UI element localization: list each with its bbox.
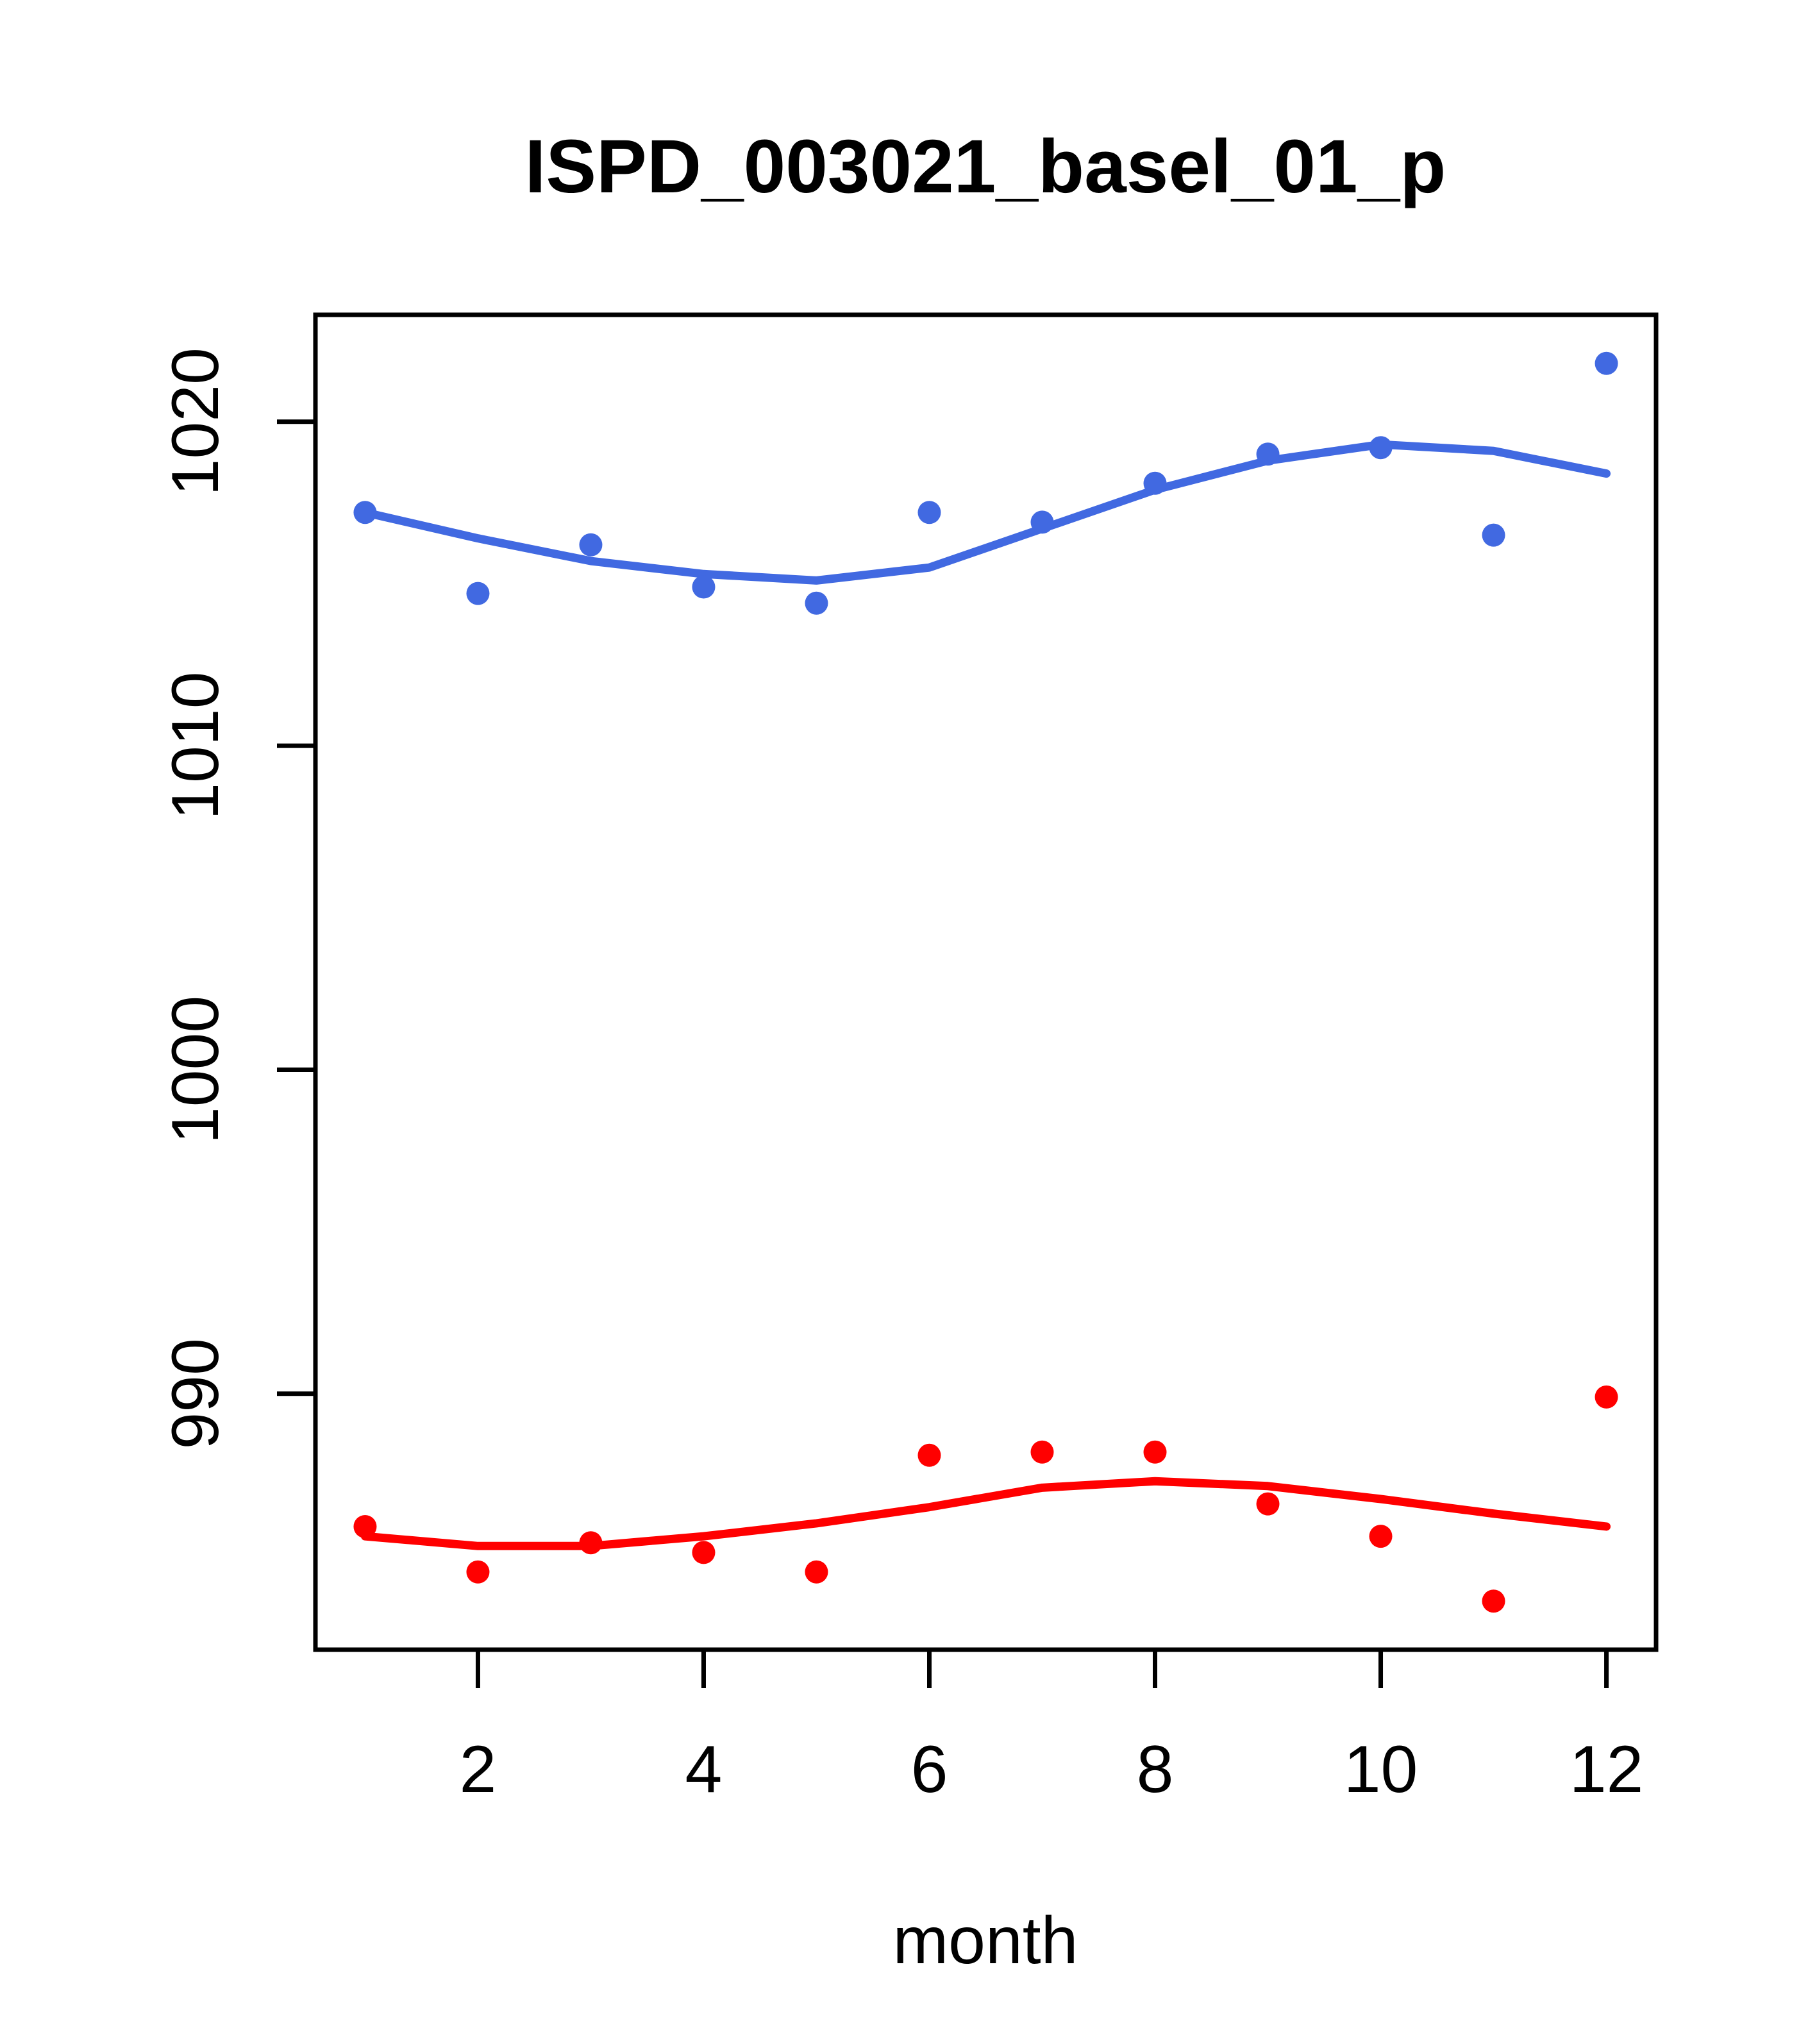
upper-pressure-points-dot [692,575,716,599]
upper-pressure-points-dot [466,582,490,605]
y-tick-label: 990 [158,1338,233,1450]
lower-pressure-points-dot [917,1443,941,1467]
x-tick-label: 4 [685,1732,723,1807]
lower-pressure-lowess-curve [360,1477,1611,1550]
lower-pressure-points-dot [1256,1492,1280,1516]
upper-pressure-points-dot [1143,471,1167,495]
upper-pressure-points-dot [1256,442,1280,466]
lower-pressure-points-dot [1030,1440,1054,1464]
upper-pressure-points-dot [353,501,377,524]
upper-pressure-lowess-curve [360,440,1611,585]
lower-pressure-points-dot [1595,1385,1618,1409]
upper-pressure-points-dot [917,501,941,524]
lower-pressure-points-dot [1369,1525,1393,1548]
x-tick-label: 8 [1137,1732,1174,1807]
lower-pressure-points-dot [1143,1440,1167,1464]
upper-pressure-points-dot [1030,510,1054,534]
x-axis-title: month [892,1904,1078,1978]
chart-title: ISPD_003021_basel_01_p [525,124,1446,209]
lower-pressure-points-dot [466,1560,490,1584]
x-axis-ticks: 2 4 6 8 10 12 [460,1650,1644,1807]
upper-pressure-points-dot [805,591,828,615]
y-axis-ticks: 990 1000 1010 1020 [158,348,315,1450]
lower-pressure-points-dot [692,1541,716,1564]
x-tick-label: 12 [1570,1732,1644,1807]
y-tick-label: 1000 [158,996,233,1144]
upper-pressure-points-dot [579,533,603,557]
x-tick-label: 6 [911,1732,948,1807]
lower-pressure-points-dot [579,1531,603,1555]
lower-pressure-points-dot [353,1514,377,1538]
y-tick-label: 1020 [158,348,233,496]
upper-pressure-points-dot [1369,436,1393,460]
plot-border-box [313,312,1659,1652]
lower-pressure-points-dot [805,1560,828,1584]
x-tick-label: 10 [1344,1732,1418,1807]
upper-pressure-points-dot [1595,351,1618,375]
y-tick-label: 1010 [158,671,233,819]
x-tick-label: 2 [460,1732,497,1807]
series-layer [353,351,1618,1613]
upper-pressure-points-dot [1482,523,1505,547]
lower-pressure-points-dot [1482,1589,1505,1613]
